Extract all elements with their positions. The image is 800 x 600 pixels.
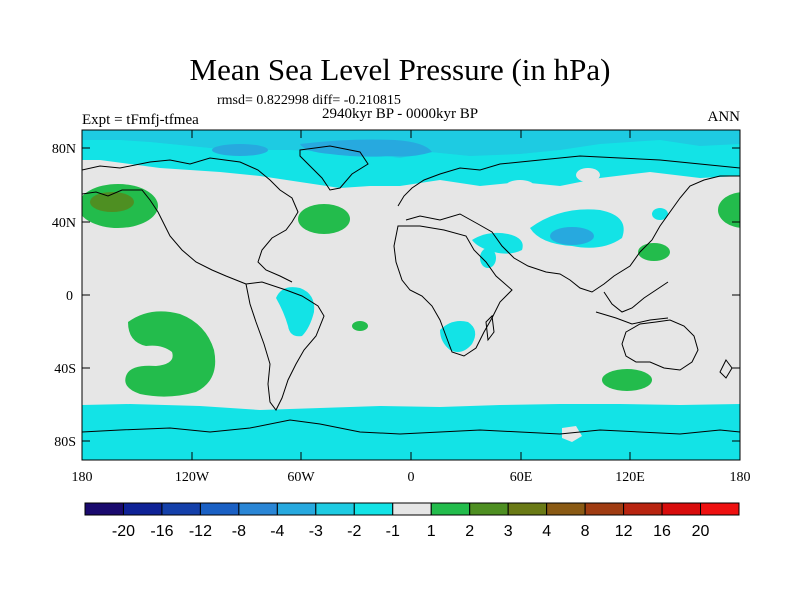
colorbar-swatch [507,502,548,516]
colorbar-swatch [392,502,432,516]
siberia-hole [506,180,534,192]
lon-label-180-east: 180 [730,470,751,485]
colorbar-swatch [353,502,394,516]
north-america-coast [82,157,299,285]
colorbar-label: 20 [692,523,710,540]
lat-label-80s: 80S [54,435,76,450]
colorbar-swatch [661,502,702,516]
time-period-label: 2940kyr BP - 0000kyr BP [322,106,479,122]
pressure-field [82,130,740,460]
latitude-ticks [82,147,740,442]
map-title: Mean Sea Level Pressure (in hPa) [189,52,611,87]
asia-blue-low [550,227,594,245]
colorbar-swatch [430,502,471,516]
antarctic-light-patch [562,426,582,442]
aleutian-high-east [718,192,740,228]
south-america-coast [245,281,325,411]
siberia-hole-2 [576,168,600,182]
colorbar-label: 12 [615,523,633,540]
coastlines [82,145,740,435]
colorbar-swatch [161,502,201,516]
south-pacific-high [125,311,216,397]
japan-cyan-low [652,208,668,220]
colorbar-label: -4 [270,523,284,540]
lon-label-120w: 120W [175,470,210,485]
lon-label-60w: 60W [287,470,315,485]
arctic-core [300,139,432,157]
experiment-label: Expt = tFmfj-tfmea [82,112,199,128]
arabia-cyan-low [472,232,523,254]
colorbar-label: -3 [309,523,323,540]
arctic-core-2 [212,144,268,156]
colorbar-swatch [623,502,663,516]
indian-ocean-high [602,369,652,391]
colorbar-label: 2 [465,523,474,540]
north-atlantic-high [298,204,350,234]
colorbar-swatch [238,502,278,516]
colorbar: -20 -16 -12 -8 -4 -3 -2 -1 1 2 3 4 8 12 16 20 [84,502,740,540]
lon-label-180-west: 180 [72,470,93,485]
colorbar-label: -1 [386,523,400,540]
colorbar-label: 3 [504,523,513,540]
antarctic-cyan-band [82,404,740,460]
longitude-ticks [191,130,631,460]
greenland-coast [299,145,369,191]
colorbar-swatch [315,502,355,516]
arabia-cyan-low-2 [480,248,496,268]
colorbar-label: 4 [542,523,551,540]
lat-label-40s: 40S [54,362,76,377]
lon-label-120e: 120E [615,470,645,485]
antarctica-coast [82,419,740,435]
colorbar-swatch [199,502,240,516]
lat-label-80n: 80N [52,142,76,157]
colorbar-label: -2 [347,523,361,540]
australia-coast [621,319,699,371]
colorbar-label: -8 [232,523,246,540]
colorbar-swatch [584,502,625,516]
colorbar-swatch [700,502,740,516]
africa-coast [393,225,513,357]
south-america-low [276,287,315,337]
colorbar-label: 16 [653,523,671,540]
colorbar-label: 8 [581,523,590,540]
lon-label-0: 0 [408,470,415,485]
east-china-high [638,243,670,261]
season-label: ANN [707,109,741,125]
colorbar-label: 1 [427,523,436,540]
colorbar-swatch [276,502,317,516]
colorbar-swatch [546,502,586,516]
colorbar-swatch [122,502,163,516]
rmsd-diff-stats: rmsd= 0.822998 diff= -0.210815 [217,93,401,108]
colorbar-swatch [84,502,124,516]
lon-label-60e: 60E [510,470,533,485]
colorbar-label: -20 [112,523,135,540]
new-zealand-coast [719,359,733,379]
colorbar-label: -16 [150,523,173,540]
lat-label-40n: 40N [52,216,76,231]
aleutian-high-core [90,192,134,212]
lat-label-0: 0 [66,289,73,304]
europe-asia-coast [397,155,740,293]
colorbar-label: -12 [189,523,212,540]
south-atlantic-high [352,321,368,331]
colorbar-swatch [469,502,509,516]
madagascar-coast [485,314,495,342]
southeast-asia-coast [595,281,669,325]
